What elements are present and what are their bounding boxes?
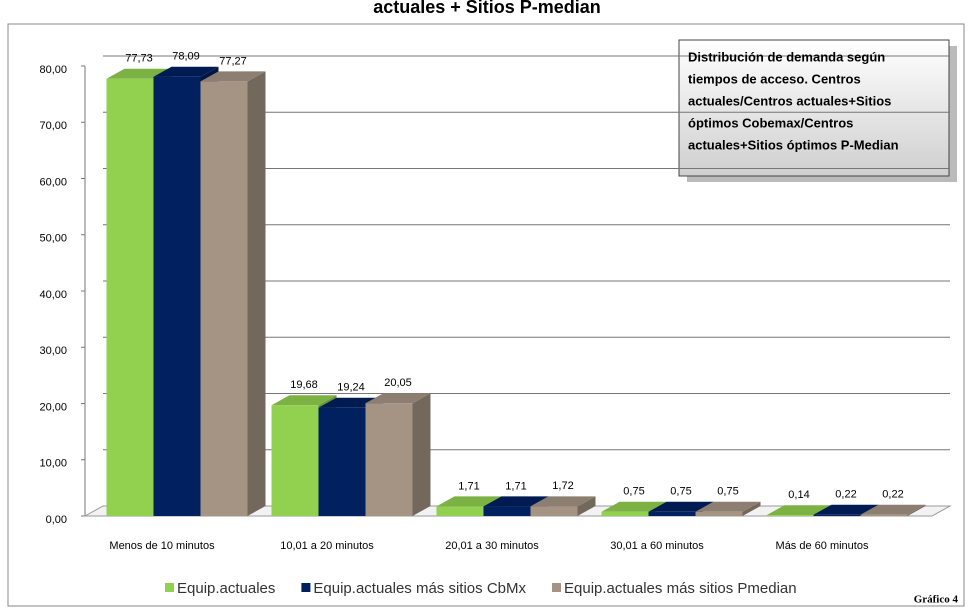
bar-front [318,407,366,516]
bar-side [577,496,596,516]
bar-top [695,501,761,512]
legend-swatch [301,583,311,592]
bar-top [860,504,926,515]
y-tick-label: 80,00 [39,64,67,76]
annotation-line: óptimos Cobemax/Centros [688,115,853,130]
legend-label: Equip.actuales más sitios Pmedian [564,580,797,597]
bar-front [530,506,578,516]
value-label: 0,75 [623,486,644,498]
annotation-line: actuales+Sitios óptimos P-Median [688,137,899,152]
y-tick-label: 30,00 [39,345,67,357]
value-label: 1,72 [552,480,573,492]
legend-label: Equip.actuales más sitios CbMx [313,580,526,597]
bar-side [412,393,431,516]
bar-front [648,511,696,516]
x-tick-label: 20,01 a 30 minutos [445,540,539,552]
bar-top [483,496,549,507]
bar-front [813,514,861,516]
x-tick-label: Más de 60 minutos [776,540,869,552]
bar-front [365,403,413,516]
value-label: 0,22 [835,489,856,501]
bar-front [436,506,484,516]
value-label: 1,71 [458,480,479,492]
y-tick-label: 10,00 [39,458,67,470]
bar-front [153,76,201,517]
y-tick-label: 0,00 [46,514,67,526]
bar [365,393,431,516]
y-tick-label: 60,00 [39,176,67,188]
bar-top [365,393,431,404]
bar-top [436,496,502,507]
value-label: 0,75 [670,486,691,498]
bar [860,504,926,516]
y-tick-label: 20,00 [39,401,67,413]
bar [200,71,266,516]
bar-side [742,501,761,516]
bar-front [483,506,531,516]
bar [695,501,761,516]
value-label: 20,05 [384,377,412,389]
bar-front [271,405,319,516]
bar-top [200,71,266,82]
value-label: 78,09 [172,51,200,63]
y-tick-label: 40,00 [39,289,67,301]
bar [530,496,596,516]
value-label: 77,27 [219,55,247,67]
bar-top [766,505,832,516]
legend-label: Equip.actuales [177,580,275,597]
legend-swatch [165,583,174,592]
value-label: 19,68 [290,379,318,391]
bar-front [601,511,649,516]
bar-top [271,395,337,406]
value-label: 19,24 [337,382,365,394]
annotation-line: tiempos de acceso. Centros [688,71,861,86]
value-label: 0,14 [788,489,809,501]
bar-front [106,78,154,517]
y-tick-label: 70,00 [39,120,67,132]
annotation-line: Distribución de demanda según [688,49,885,64]
x-tick-label: Menos de 10 minutos [109,540,215,552]
bar-front [695,511,743,516]
bar-top [648,501,714,512]
bar-top [153,66,219,77]
x-tick-label: 10,01 a 20 minutos [280,540,374,552]
x-tick-label: 30,01 a 60 minutos [610,540,704,552]
value-label: 0,22 [882,489,903,501]
value-label: 1,71 [505,480,526,492]
value-label: 77,73 [125,53,153,65]
bar-top [813,504,879,515]
bar-top [601,501,667,512]
legend-swatch [552,583,561,592]
value-label: 0,75 [717,486,738,498]
bar-front [200,81,248,516]
chart-title: actuales + Sitios P-median [373,0,601,17]
y-tick-label: 50,00 [39,233,67,245]
annotation-line: actuales/Centros actuales+Sitios [688,93,891,108]
bar-top [530,496,596,507]
bar-front [860,514,908,516]
note-box [678,39,950,177]
bar-front [766,515,814,516]
footnote: Gráfico 4 [914,594,959,606]
bar-side [907,504,926,516]
bar-side [247,71,266,516]
